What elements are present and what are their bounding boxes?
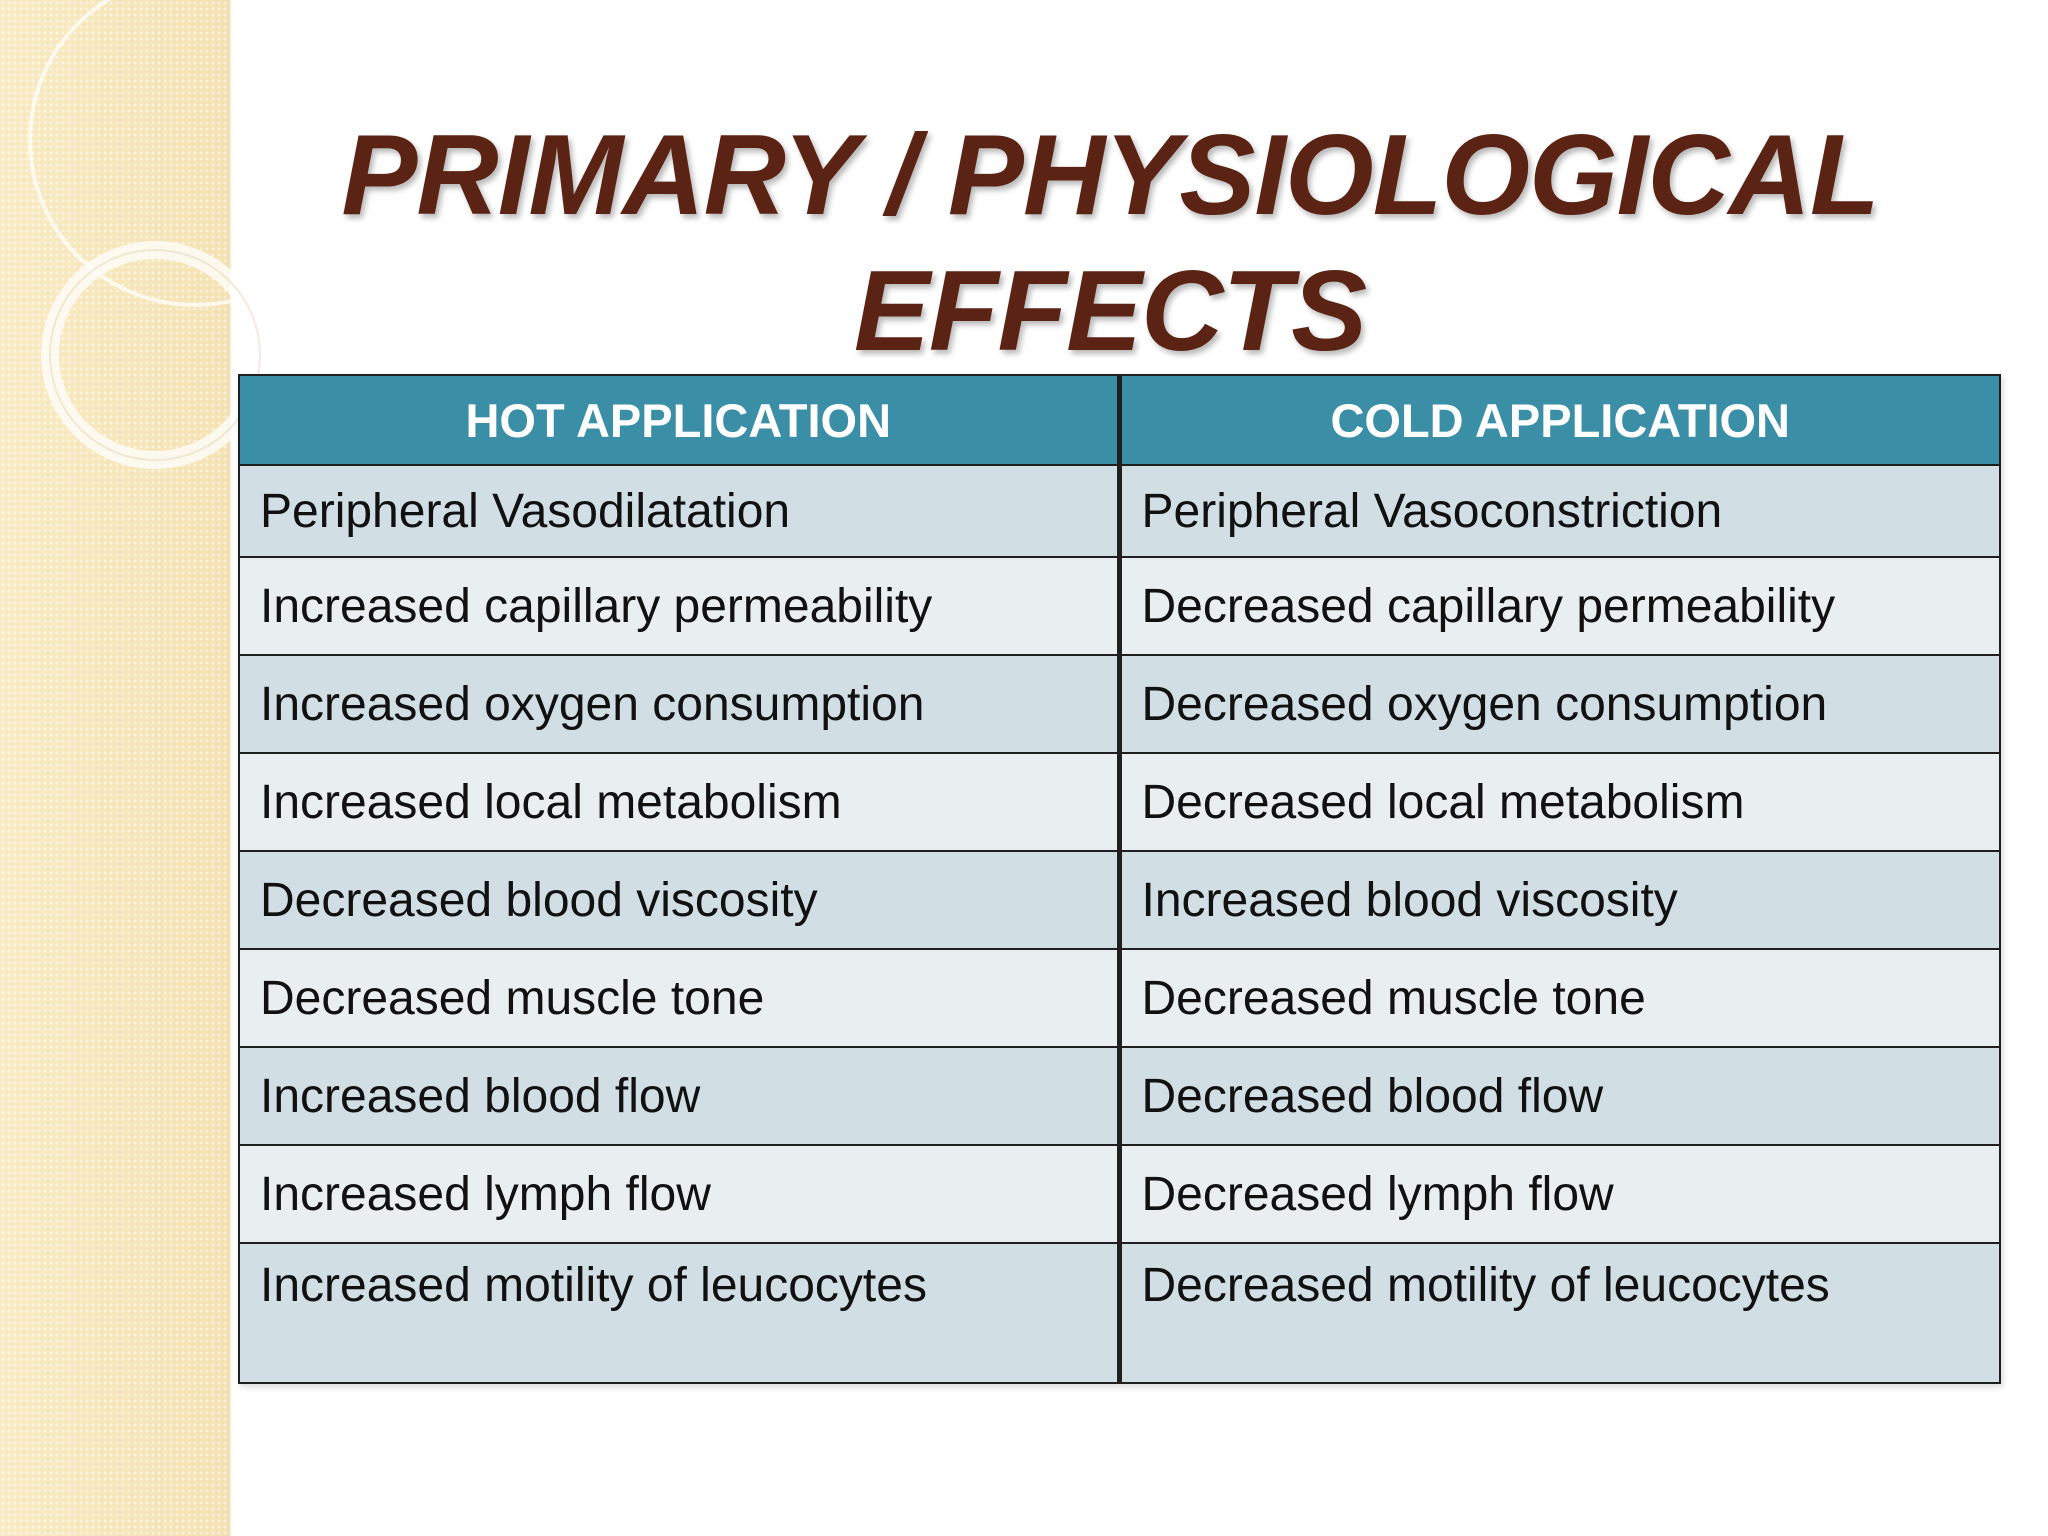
strip-edge-shadow <box>228 0 232 1536</box>
hot-effect-cell: Increased local metabolism <box>238 752 1122 852</box>
hot-effect-cell: Increased oxygen consumption <box>238 654 1122 754</box>
table-row: Decreased blood viscosity Increased bloo… <box>238 850 2001 950</box>
table-row: Peripheral Vasodilatation Peripheral Vas… <box>238 464 2001 558</box>
effects-comparison-table: HOT APPLICATION COLD APPLICATION Periphe… <box>238 374 2001 1384</box>
hot-effect-cell: Decreased muscle tone <box>238 948 1122 1048</box>
decorative-rings <box>28 0 300 469</box>
hot-effect-cell: Peripheral Vasodilatation <box>238 464 1122 558</box>
table-row: Increased motility of leucocytes Decreas… <box>238 1242 2001 1384</box>
hot-effect-cell: Increased blood flow <box>238 1046 1122 1146</box>
cold-effect-cell: Decreased blood flow <box>1118 1046 2001 1146</box>
cold-effect-cell: Increased blood viscosity <box>1118 850 2001 950</box>
table-header-row: HOT APPLICATION COLD APPLICATION <box>238 374 2001 466</box>
cold-effect-cell: Decreased capillary permeability <box>1118 556 2001 656</box>
cold-effect-cell: Peripheral Vasoconstriction <box>1118 464 2001 558</box>
slide-title: PRIMARY / PHYSIOLOGICAL EFFECTS <box>300 108 1920 380</box>
hot-effect-cell: Decreased blood viscosity <box>238 850 1122 950</box>
table-row: Decreased muscle tone Decreased muscle t… <box>238 948 2001 1048</box>
cold-effect-cell: Decreased oxygen consumption <box>1118 654 2001 754</box>
table-row: Increased oxygen consumption Decreased o… <box>238 654 2001 754</box>
hot-effect-cell: Increased lymph flow <box>238 1144 1122 1244</box>
table-row: Increased capillary permeability Decreas… <box>238 556 2001 656</box>
table-row: Increased blood flow Decreased blood flo… <box>238 1046 2001 1146</box>
header-cold-application: COLD APPLICATION <box>1118 374 2001 466</box>
slide-title-line-2: EFFECTS <box>853 248 1367 375</box>
table-row: Increased lymph flow Decreased lymph flo… <box>238 1144 2001 1244</box>
cold-effect-cell: Decreased lymph flow <box>1118 1144 2001 1244</box>
slide-title-line-1: PRIMARY / PHYSIOLOGICAL <box>341 112 1879 239</box>
hot-effect-cell: Increased capillary permeability <box>238 556 1122 656</box>
header-hot-application: HOT APPLICATION <box>238 374 1122 466</box>
cold-effect-cell: Decreased muscle tone <box>1118 948 2001 1048</box>
hot-effect-cell: Increased motility of leucocytes <box>238 1242 1122 1384</box>
cold-effect-cell: Decreased motility of leucocytes <box>1118 1242 2001 1384</box>
table-row: Increased local metabolism Decreased loc… <box>238 752 2001 852</box>
cold-effect-cell: Decreased local metabolism <box>1118 752 2001 852</box>
